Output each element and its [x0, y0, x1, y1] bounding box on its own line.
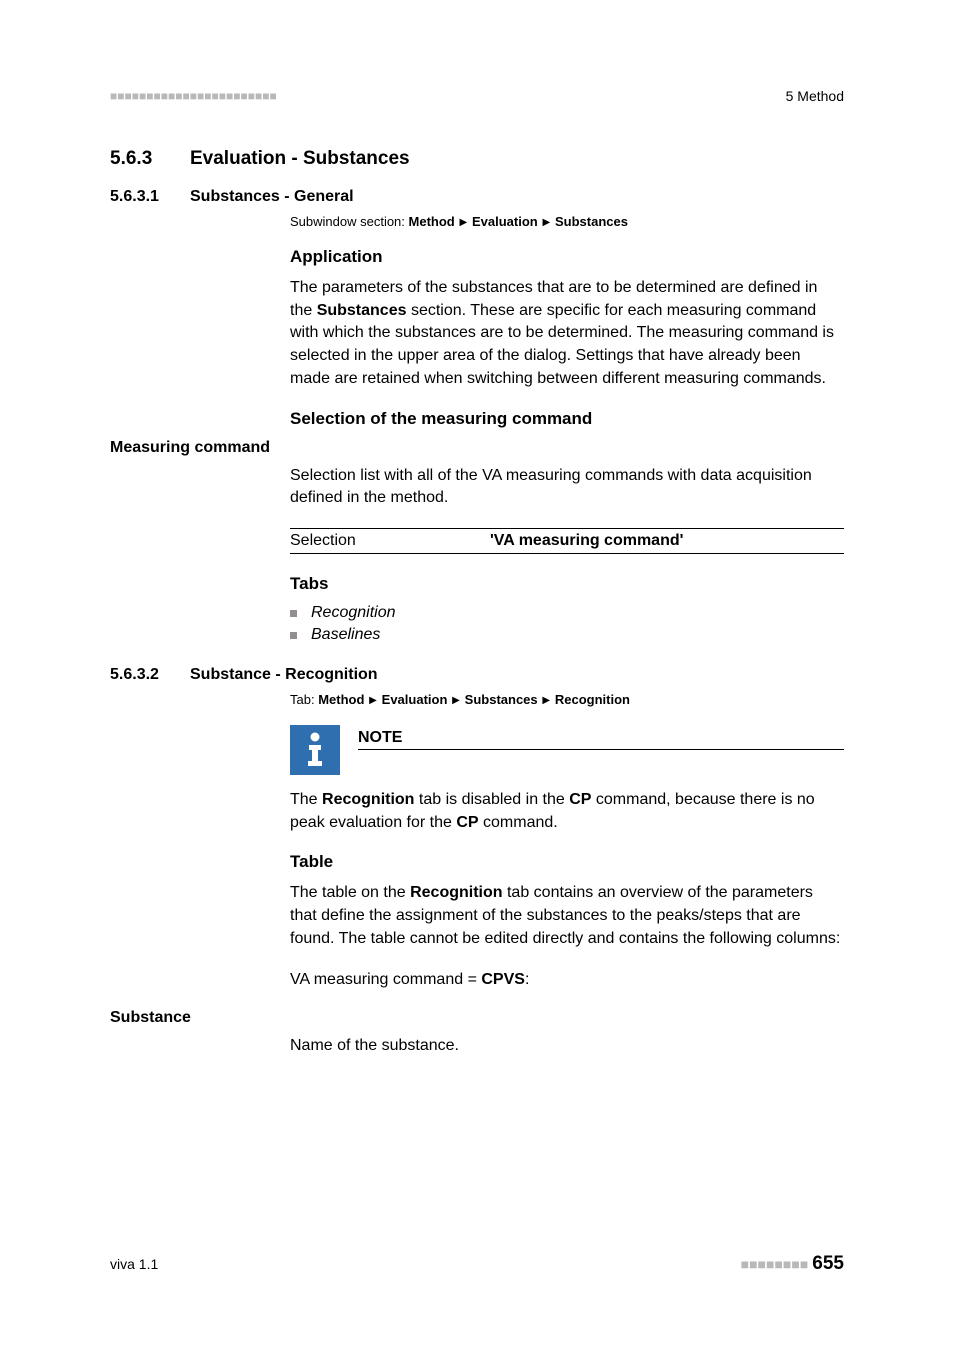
- heading-num: 5.6.3.1: [110, 188, 190, 206]
- footer-dashes: ■■■■■■■■: [741, 1256, 809, 1272]
- header-section-label: 5 Method: [786, 88, 844, 104]
- selection-heading: Selection of the measuring command: [290, 409, 844, 429]
- measuring-command-paragraph: Selection list with all of the VA measur…: [290, 465, 844, 510]
- heading-title: Evaluation - Substances: [190, 148, 410, 169]
- chevron-right-icon: ▶: [447, 695, 464, 706]
- breadcrumb-item: Evaluation: [472, 214, 538, 229]
- breadcrumb-item: Substances: [555, 214, 628, 229]
- breadcrumb-item: Evaluation: [382, 692, 448, 707]
- heading-num: 5.6.3.2: [110, 666, 190, 684]
- breadcrumb-item: Method: [409, 214, 455, 229]
- tabs-list: Recognition Baselines: [290, 604, 844, 644]
- list-item: Recognition: [290, 604, 844, 622]
- breadcrumb-item: Method: [318, 692, 364, 707]
- page-number: 655: [812, 1253, 844, 1274]
- heading-title: Substance - Recognition: [190, 666, 378, 683]
- bullet-icon: [290, 610, 297, 617]
- measuring-command-label: Measuring command: [110, 439, 844, 457]
- application-heading: Application: [290, 247, 844, 267]
- heading-5-6-3-1: 5.6.3.1Substances - General: [110, 188, 844, 206]
- info-icon: [290, 725, 340, 775]
- chevron-right-icon: ▶: [538, 695, 555, 706]
- heading-title: Substances - General: [190, 188, 354, 205]
- bullet-icon: [290, 632, 297, 639]
- note-box: NOTE The Recognition tab is disabled in …: [290, 725, 844, 834]
- note-body: The Recognition tab is disabled in the C…: [290, 789, 844, 834]
- chevron-right-icon: ▶: [538, 217, 555, 228]
- tabs-heading: Tabs: [290, 574, 844, 594]
- substance-paragraph: Name of the substance.: [290, 1035, 844, 1058]
- page-footer: viva 1.1 ■■■■■■■■655: [110, 1253, 844, 1275]
- heading-5-6-3-2: 5.6.3.2Substance - Recognition: [110, 666, 844, 684]
- breadcrumb-item: Recognition: [555, 692, 630, 707]
- heading-5-6-3: 5.6.3Evaluation - Substances: [110, 148, 844, 170]
- footer-page: ■■■■■■■■655: [741, 1253, 844, 1275]
- va-command-line: VA measuring command = CPVS:: [290, 969, 844, 992]
- table-paragraph: The table on the Recognition tab contain…: [290, 882, 844, 950]
- selection-value: 'VA measuring command': [490, 532, 683, 550]
- tab-path: Tab: Method ▶ Evaluation ▶ Substances ▶ …: [290, 692, 844, 707]
- selection-row: Selection 'VA measuring command': [290, 528, 844, 554]
- note-title: NOTE: [358, 729, 844, 750]
- footer-product: viva 1.1: [110, 1256, 158, 1272]
- heading-num: 5.6.3: [110, 148, 190, 170]
- subwindow-path: Subwindow section: Method ▶ Evaluation ▶…: [290, 214, 844, 229]
- chevron-right-icon: ▶: [364, 695, 381, 706]
- application-paragraph: The parameters of the substances that ar…: [290, 277, 844, 391]
- list-item: Baselines: [290, 626, 844, 644]
- tab-prefix: Tab:: [290, 692, 318, 707]
- selection-label: Selection: [290, 532, 490, 550]
- breadcrumb-item: Substances: [465, 692, 538, 707]
- substance-label: Substance: [110, 1009, 844, 1027]
- header-dashes: ■■■■■■■■■■■■■■■■■■■■■■■: [110, 89, 277, 103]
- page-header: ■■■■■■■■■■■■■■■■■■■■■■■ 5 Method: [110, 88, 844, 104]
- chevron-right-icon: ▶: [455, 217, 472, 228]
- subwindow-prefix: Subwindow section:: [290, 214, 409, 229]
- table-heading: Table: [290, 852, 844, 872]
